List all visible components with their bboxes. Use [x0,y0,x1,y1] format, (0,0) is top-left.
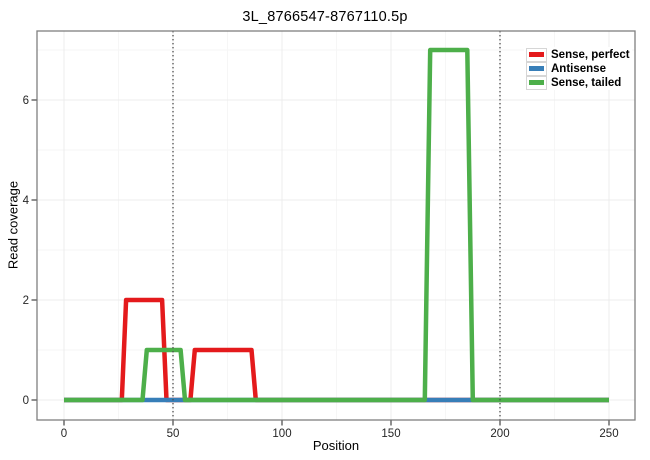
legend-label: Antisense [551,62,606,75]
y-axis-label: Read coverage [5,180,21,270]
y-tick-labels: 0 2 4 6 [23,95,30,407]
y-tick-label: 6 [23,95,29,107]
chart-title: 3L_8766547-8767110.5p [242,9,408,25]
x-tick-label: 150 [381,428,400,440]
legend-item-antisense: Antisense [526,61,630,76]
series-sense-tailed [64,47,609,403]
sense-perfect-swatch-icon [529,52,544,57]
x-tick-label: 200 [490,428,509,440]
legend: Sense, perfect Antisense Sense, tailed [524,47,632,90]
y-tick-label: 0 [23,395,29,407]
legend-key-box [526,61,547,76]
legend-item-sense-perfect: Sense, perfect [526,47,630,62]
legend-label: Sense, perfect [551,48,630,61]
legend-label: Sense, tailed [551,76,622,89]
axis-ticks [31,99,610,426]
x-tick-labels: 0 50 100 150 200 250 [61,428,619,440]
x-tick-label: 250 [599,428,618,440]
x-tick-label: 0 [61,428,67,440]
panel-border [36,30,636,421]
sense-tailed-swatch-icon [529,80,544,85]
legend-item-sense-tailed: Sense, tailed [526,75,630,90]
antisense-swatch-icon [529,66,544,71]
legend-key-box [526,75,547,90]
reference-vlines [172,31,501,420]
y-tick-label: 4 [23,195,30,207]
x-tick-label: 50 [167,428,180,440]
x-axis-label: Position [312,438,360,453]
y-tick-label: 2 [23,295,29,307]
legend-key-box [526,47,547,62]
x-tick-label: 100 [272,428,291,440]
